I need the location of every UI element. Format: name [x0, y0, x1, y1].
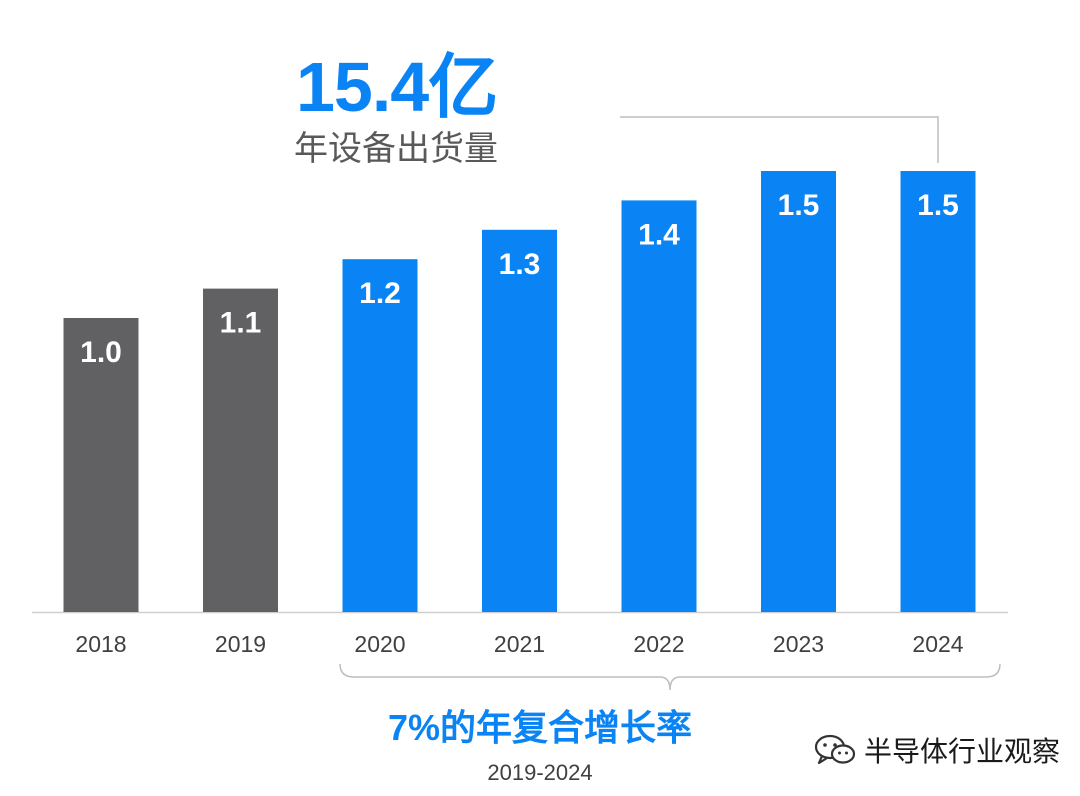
data-label-2022: 1.4: [638, 218, 680, 251]
watermark: 半导体行业观察: [808, 726, 1071, 774]
x-tick-label-2024: 2024: [912, 631, 963, 657]
x-tick-label-2023: 2023: [773, 631, 824, 657]
data-label-2023: 1.5: [778, 189, 820, 222]
data-label-2019: 1.1: [220, 307, 262, 340]
cagr-bracket: [339, 663, 1001, 691]
callout-connector: [620, 116, 939, 163]
x-tick-label-2018: 2018: [75, 631, 126, 657]
bar-2022: [621, 200, 697, 612]
cagr-range: 2019-2024: [487, 760, 593, 785]
bar-2019: [203, 288, 278, 612]
bar-2021: [482, 229, 557, 613]
bar-2023: [761, 171, 836, 612]
x-tick-label-2022: 2022: [633, 631, 684, 657]
data-label-2020: 1.2: [359, 277, 401, 310]
bar-2020: [342, 259, 418, 612]
headline-total: 15.4亿: [296, 48, 498, 126]
wechat-icon: [814, 734, 856, 765]
x-tick-label-2019: 2019: [215, 631, 266, 657]
bar-2024: [900, 171, 976, 612]
cagr-label: 7%的年复合增长率: [387, 707, 693, 748]
bar-2018: [63, 318, 139, 612]
headline-subtitle: 年设备出货量: [294, 130, 498, 168]
x-tick-label-2021: 2021: [494, 631, 545, 657]
data-label-2018: 1.0: [80, 336, 122, 369]
x-tick-label-2020: 2020: [354, 631, 405, 657]
watermark-text: 半导体行业观察: [864, 735, 1061, 768]
data-label-2021: 1.3: [499, 248, 541, 281]
data-label-2024: 1.5: [917, 189, 959, 222]
